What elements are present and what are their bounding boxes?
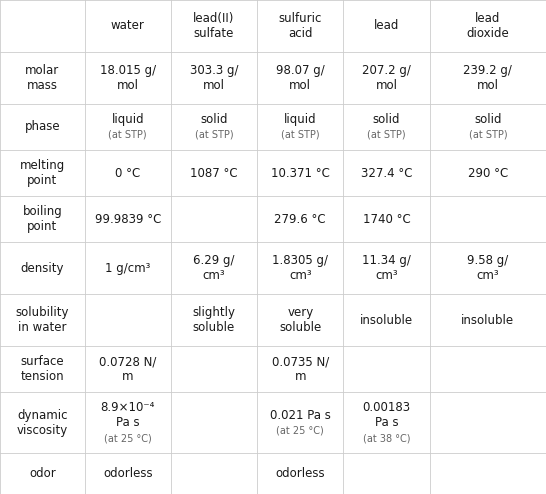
Text: 0 °C: 0 °C <box>115 166 140 180</box>
Text: molar
mass: molar mass <box>25 64 60 92</box>
Text: (at 38 °C): (at 38 °C) <box>363 433 410 443</box>
Text: surface
tension: surface tension <box>21 355 64 383</box>
Text: lead: lead <box>374 19 399 33</box>
Text: phase: phase <box>25 121 60 133</box>
Text: density: density <box>21 262 64 275</box>
Text: 303.3 g/
mol: 303.3 g/ mol <box>190 64 238 92</box>
Text: lead
dioxide: lead dioxide <box>466 12 509 40</box>
Text: (at STP): (at STP) <box>367 129 406 140</box>
Text: (at STP): (at STP) <box>468 129 507 140</box>
Text: lead(II)
sulfate: lead(II) sulfate <box>193 12 235 40</box>
Text: 9.58 g/
cm³: 9.58 g/ cm³ <box>467 254 508 283</box>
Text: liquid: liquid <box>111 113 144 125</box>
Text: 1.8305 g/
cm³: 1.8305 g/ cm³ <box>272 254 328 283</box>
Text: 1087 °C: 1087 °C <box>190 166 238 180</box>
Text: dynamic
viscosity: dynamic viscosity <box>17 409 68 437</box>
Text: 0.0728 N/
m: 0.0728 N/ m <box>99 355 157 383</box>
Text: odorless: odorless <box>103 467 152 480</box>
Text: water: water <box>111 19 145 33</box>
Text: 0.0735 N/
m: 0.0735 N/ m <box>272 355 329 383</box>
Text: (at STP): (at STP) <box>195 129 233 140</box>
Text: 207.2 g/
mol: 207.2 g/ mol <box>362 64 411 92</box>
Text: 11.34 g/
cm³: 11.34 g/ cm³ <box>362 254 411 283</box>
Text: solid: solid <box>200 113 228 125</box>
Text: 290 °C: 290 °C <box>468 166 508 180</box>
Text: boiling
point: boiling point <box>22 206 62 233</box>
Text: (at STP): (at STP) <box>281 129 319 140</box>
Text: odorless: odorless <box>276 467 325 480</box>
Text: 1 g/cm³: 1 g/cm³ <box>105 262 151 275</box>
Text: (at 25 °C): (at 25 °C) <box>104 433 152 443</box>
Text: liquid: liquid <box>284 113 317 125</box>
Text: solubility
in water: solubility in water <box>16 306 69 334</box>
Text: 6.29 g/
cm³: 6.29 g/ cm³ <box>193 254 235 283</box>
Text: 10.371 °C: 10.371 °C <box>271 166 330 180</box>
Text: Pa s: Pa s <box>375 416 399 429</box>
Text: 18.015 g/
mol: 18.015 g/ mol <box>100 64 156 92</box>
Text: 0.021 Pa s: 0.021 Pa s <box>270 409 331 422</box>
Text: 99.9839 °C: 99.9839 °C <box>94 213 161 226</box>
Text: 279.6 °C: 279.6 °C <box>275 213 326 226</box>
Text: sulfuric
acid: sulfuric acid <box>278 12 322 40</box>
Text: 1740 °C: 1740 °C <box>363 213 411 226</box>
Text: 98.07 g/
mol: 98.07 g/ mol <box>276 64 325 92</box>
Text: odor: odor <box>29 467 56 480</box>
Text: 0.00183: 0.00183 <box>363 401 411 414</box>
Text: solid: solid <box>373 113 400 125</box>
Text: very
soluble: very soluble <box>279 306 322 334</box>
Text: 327.4 °C: 327.4 °C <box>361 166 412 180</box>
Text: Pa s: Pa s <box>116 416 140 429</box>
Text: (at STP): (at STP) <box>109 129 147 140</box>
Text: melting
point: melting point <box>20 159 65 187</box>
Text: insoluble: insoluble <box>360 314 413 327</box>
Text: insoluble: insoluble <box>461 314 514 327</box>
Text: solid: solid <box>474 113 502 125</box>
Text: 8.9×10⁻⁴: 8.9×10⁻⁴ <box>100 401 155 414</box>
Text: 239.2 g/
mol: 239.2 g/ mol <box>464 64 512 92</box>
Text: (at 25 °C): (at 25 °C) <box>276 426 324 436</box>
Text: slightly
soluble: slightly soluble <box>193 306 235 334</box>
